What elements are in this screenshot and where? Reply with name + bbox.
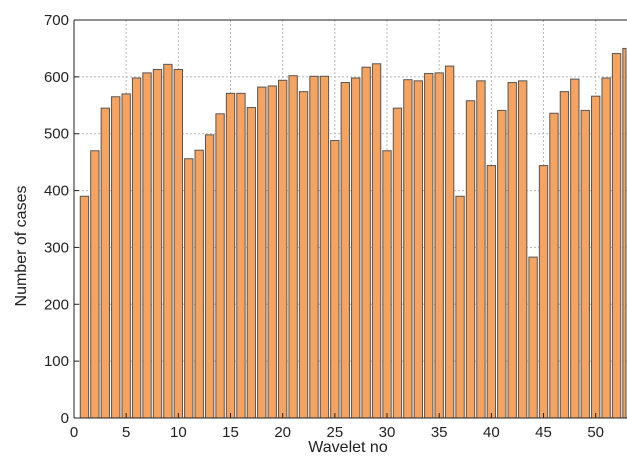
x-tick-label: 10 <box>170 424 187 441</box>
bar <box>371 63 382 419</box>
x-tick-label: 30 <box>379 424 396 441</box>
bar <box>194 149 204 419</box>
x-tick-label: 40 <box>483 424 500 441</box>
bar <box>257 86 267 419</box>
bar <box>152 68 163 419</box>
x-axis-label: Wavelet no <box>308 439 388 456</box>
bar <box>424 72 434 419</box>
bar <box>142 72 152 419</box>
y-tick-label: 0 <box>61 410 69 427</box>
bar <box>465 100 476 419</box>
bar <box>486 165 497 419</box>
x-tick-label: 50 <box>587 424 604 441</box>
bar <box>163 63 173 419</box>
y-axis-label: Number of cases <box>13 186 30 307</box>
x-tick-label: 5 <box>122 424 130 441</box>
bar <box>559 91 570 419</box>
bar <box>403 79 413 419</box>
bar <box>309 75 319 419</box>
bar <box>507 82 517 419</box>
bar <box>173 68 184 419</box>
bar <box>549 112 559 419</box>
bar <box>538 165 549 419</box>
bar <box>131 77 142 419</box>
bar <box>611 53 622 419</box>
bar <box>288 75 298 419</box>
bar <box>476 80 486 419</box>
bar <box>591 95 601 419</box>
bar <box>392 107 403 419</box>
bar <box>444 65 455 419</box>
bar <box>330 140 340 419</box>
x-tick-label: 25 <box>327 424 344 441</box>
bars <box>79 47 627 419</box>
y-tick-label: 700 <box>44 12 69 29</box>
bar <box>319 75 330 419</box>
y-tick-label: 100 <box>44 353 69 370</box>
bar <box>351 77 361 419</box>
bar <box>100 107 110 419</box>
x-tick-label: 45 <box>535 424 552 441</box>
x-tick-label: 15 <box>222 424 239 441</box>
y-tick-label: 500 <box>44 126 69 143</box>
y-tick-label: 300 <box>44 239 69 256</box>
bar <box>601 77 611 419</box>
bar <box>278 79 288 419</box>
bar <box>434 72 444 419</box>
bar <box>580 109 590 419</box>
axes <box>73 19 627 419</box>
bar <box>517 80 528 419</box>
bar <box>382 150 392 419</box>
bar <box>622 47 627 419</box>
bar <box>570 78 580 419</box>
bar <box>246 107 257 419</box>
bar <box>111 96 121 419</box>
bar <box>90 150 100 419</box>
y-tick-label: 600 <box>44 69 69 86</box>
bar <box>528 256 538 419</box>
bar <box>361 66 371 419</box>
bar <box>298 91 309 419</box>
y-tick-label: 400 <box>44 183 69 200</box>
bar <box>267 85 277 419</box>
bar <box>121 93 131 419</box>
bar <box>236 92 246 419</box>
bar <box>215 113 225 419</box>
bar <box>79 195 90 419</box>
x-tick-label: 35 <box>431 424 448 441</box>
bar <box>184 158 194 419</box>
y-tick-label: 200 <box>44 296 69 313</box>
tick-labels: 0 100 200 300 400 500 600 700 0 5 10 15 20 25 30 35 40 45… <box>44 12 604 441</box>
bar <box>413 80 423 419</box>
bar <box>497 109 507 419</box>
bar <box>455 195 465 419</box>
x-tick-label: 20 <box>274 424 291 441</box>
bar <box>340 82 350 419</box>
bar <box>204 134 215 419</box>
x-tick-label: 0 <box>70 424 78 441</box>
bar <box>225 92 236 419</box>
